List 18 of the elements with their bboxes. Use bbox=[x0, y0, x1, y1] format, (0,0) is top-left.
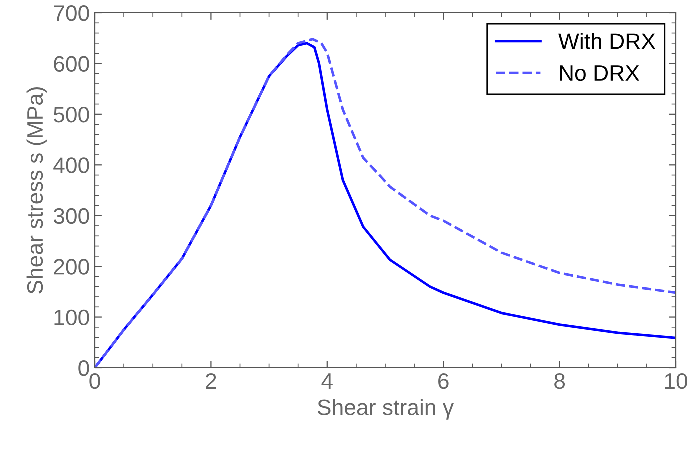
y-tick-label: 100 bbox=[54, 310, 90, 326]
x-axis-title: Shear strain γ bbox=[318, 399, 454, 420]
y-tick-label: 500 bbox=[54, 106, 90, 123]
x-tick-label: 0 bbox=[90, 373, 100, 390]
x-tick-label: 4 bbox=[322, 374, 333, 389]
legend-label: With DRX bbox=[558, 33, 656, 50]
x-tick-label: 6 bbox=[438, 373, 449, 390]
legend-label: No DRX bbox=[560, 66, 640, 82]
x-tick-label: 8 bbox=[554, 373, 566, 390]
x-tick-label: 2 bbox=[206, 373, 216, 389]
y-tick-label: 600 bbox=[54, 56, 90, 72]
x-tick-label: 10 bbox=[665, 373, 688, 390]
y-tick-label: 0 bbox=[78, 360, 90, 376]
y-tick-label: 700 bbox=[54, 6, 90, 22]
y-tick-label: 300 bbox=[54, 208, 90, 224]
y-tick-label: 400 bbox=[54, 158, 90, 174]
y-tick-label: 200 bbox=[54, 259, 90, 275]
y-axis-title: Shear stress s (MPa) bbox=[26, 88, 48, 294]
